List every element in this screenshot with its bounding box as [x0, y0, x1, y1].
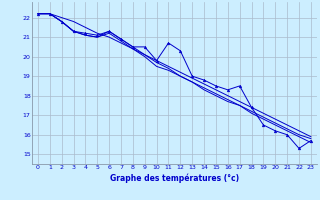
X-axis label: Graphe des températures (°c): Graphe des températures (°c)	[110, 173, 239, 183]
